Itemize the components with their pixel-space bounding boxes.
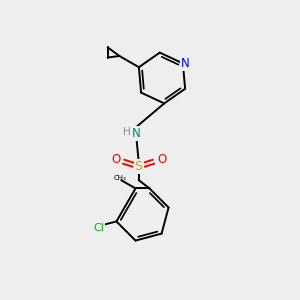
Text: H: H <box>123 127 131 137</box>
Text: CH₃: CH₃ <box>113 175 126 181</box>
Text: N: N <box>132 127 141 140</box>
Text: O: O <box>111 153 120 166</box>
Text: O: O <box>157 153 166 166</box>
Text: S: S <box>135 160 142 173</box>
Text: N: N <box>181 57 190 70</box>
Text: Cl: Cl <box>94 223 104 232</box>
